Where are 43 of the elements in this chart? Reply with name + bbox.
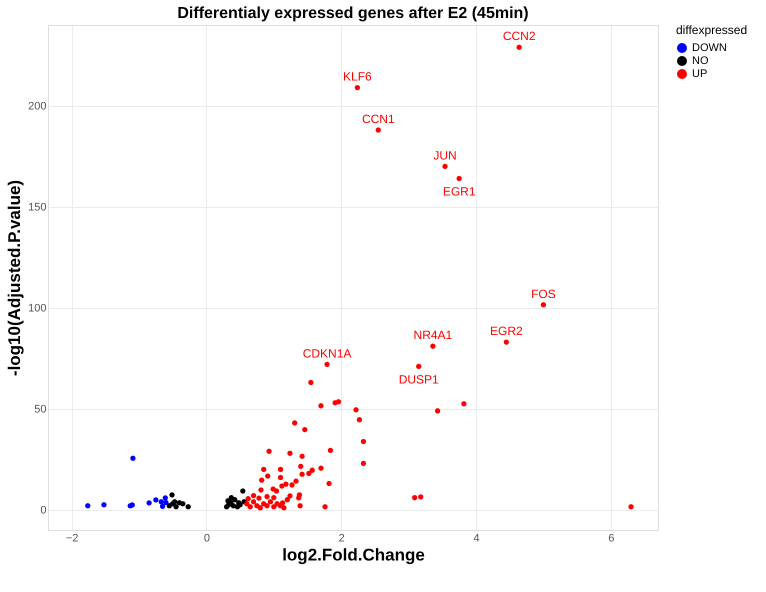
annotation: EGR2 xyxy=(490,324,524,338)
annotation: DUSP1 xyxy=(398,372,440,386)
y-tick-label: 50 xyxy=(34,403,46,416)
x-tick-label: 4 xyxy=(473,532,480,544)
chart-title: Differentialy expressed genes after E2 (45min) xyxy=(177,5,529,22)
legend-label: DOWN xyxy=(692,42,727,54)
x-tick-label: 6 xyxy=(608,532,614,544)
annotation: JUN xyxy=(433,148,457,162)
point xyxy=(232,497,238,502)
annotation: CCN1 xyxy=(362,112,395,126)
legend-title: diffexpressed xyxy=(676,23,748,37)
point xyxy=(186,504,191,510)
point xyxy=(162,495,168,501)
point xyxy=(146,500,152,506)
y-axis-title: -log10(Adjusted.P.value) xyxy=(5,180,24,376)
point xyxy=(153,497,158,503)
y-tick-label: 0 xyxy=(40,504,46,516)
annotation: KLF6 xyxy=(343,70,372,84)
annotation: EGR1 xyxy=(442,184,476,199)
x-tick-label: 2 xyxy=(338,532,345,544)
point xyxy=(230,503,236,508)
x-tick-label: −2 xyxy=(66,532,78,544)
point xyxy=(85,503,90,508)
y-tick-label: 150 xyxy=(28,201,46,214)
point xyxy=(160,504,166,510)
x-tick-label: 0 xyxy=(204,532,210,544)
point xyxy=(101,502,107,508)
point xyxy=(240,488,246,494)
point xyxy=(130,456,136,461)
point xyxy=(173,504,179,510)
legend-label: NO xyxy=(692,55,709,67)
y-tick-label: 100 xyxy=(28,302,46,314)
point xyxy=(225,498,231,504)
annotation: FOS xyxy=(531,286,556,301)
x-axis-title: log2.Fold.Change xyxy=(282,546,425,564)
legend-label: UP xyxy=(692,68,708,80)
annotation: NR4A1 xyxy=(414,328,453,342)
point xyxy=(158,499,164,504)
point xyxy=(169,492,175,498)
y-tick-label: 200 xyxy=(28,100,46,112)
point xyxy=(176,500,182,506)
annotation: CDKN1A xyxy=(302,346,352,360)
annotation: CCN2 xyxy=(502,29,536,44)
